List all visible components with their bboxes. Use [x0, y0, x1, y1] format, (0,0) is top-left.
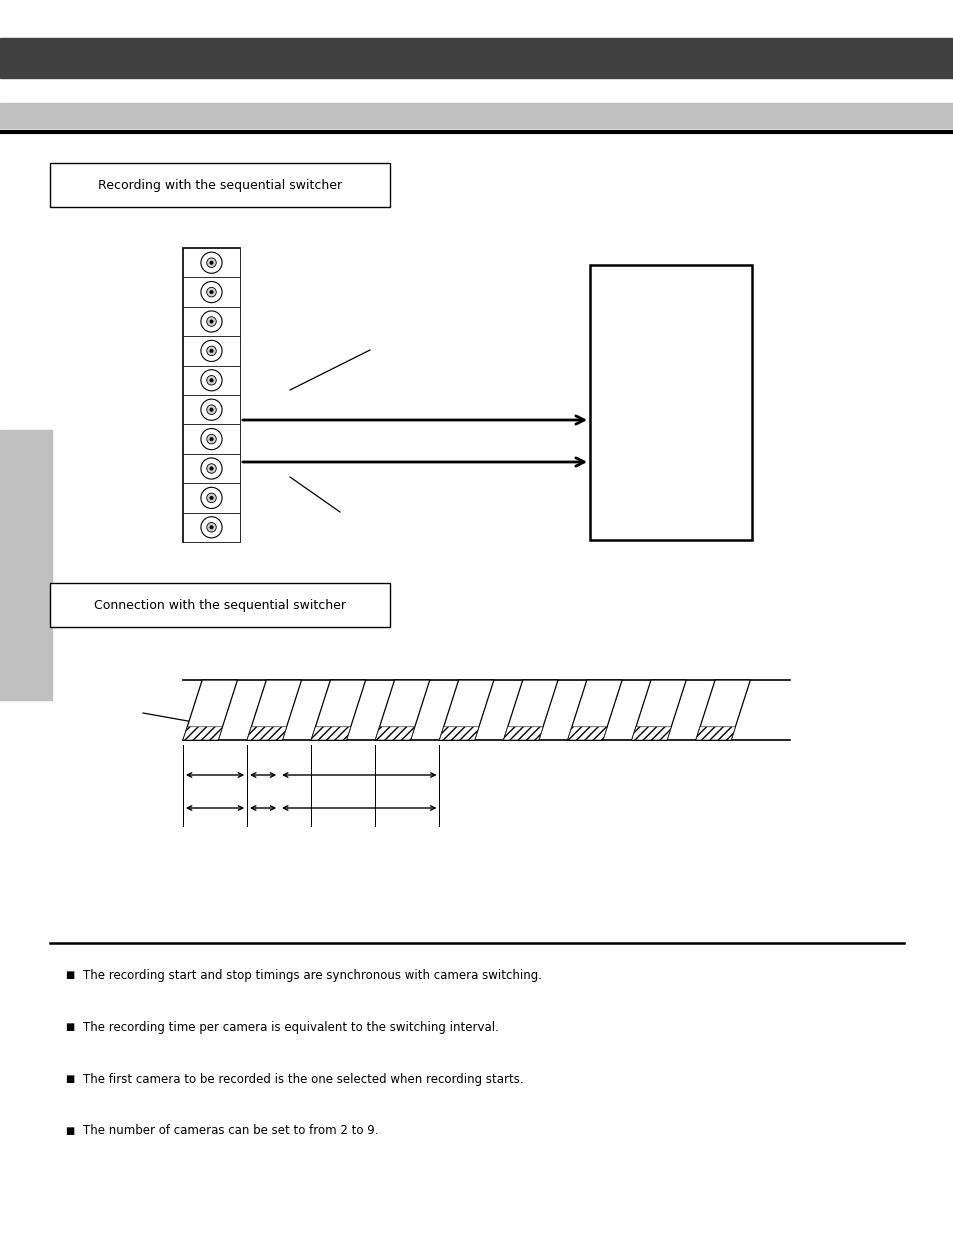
Circle shape: [207, 346, 216, 356]
Text: ■: ■: [65, 1023, 74, 1032]
Circle shape: [201, 282, 222, 303]
Bar: [183, 336, 240, 366]
Bar: [183, 278, 240, 306]
Text: The first camera to be recorded is the one selected when recording starts.: The first camera to be recorded is the o…: [83, 1072, 523, 1086]
Text: ■: ■: [65, 1074, 74, 1084]
Text: Connection with the sequential switcher: Connection with the sequential switcher: [94, 599, 346, 611]
Text: The recording start and stop timings are synchronous with camera switching.: The recording start and stop timings are…: [83, 968, 541, 982]
Circle shape: [210, 350, 213, 352]
Circle shape: [207, 258, 216, 268]
Circle shape: [201, 429, 222, 450]
Polygon shape: [503, 680, 558, 740]
Polygon shape: [247, 727, 286, 740]
Text: The recording time per camera is equivalent to the switching interval.: The recording time per camera is equival…: [83, 1020, 498, 1034]
Polygon shape: [311, 680, 365, 740]
Circle shape: [210, 467, 213, 471]
Bar: [183, 306, 240, 336]
Circle shape: [201, 341, 222, 362]
Circle shape: [210, 379, 213, 382]
Circle shape: [210, 526, 213, 529]
Polygon shape: [631, 680, 685, 740]
Circle shape: [201, 488, 222, 509]
Bar: [183, 425, 240, 453]
Circle shape: [210, 261, 213, 264]
Bar: [0, 38, 953, 78]
Bar: [50, 583, 390, 627]
Polygon shape: [567, 727, 606, 740]
Circle shape: [210, 290, 213, 294]
Polygon shape: [311, 727, 351, 740]
Circle shape: [210, 408, 213, 411]
Polygon shape: [695, 727, 735, 740]
Circle shape: [207, 375, 216, 385]
Circle shape: [201, 399, 222, 420]
Circle shape: [210, 437, 213, 441]
Polygon shape: [183, 680, 237, 740]
Circle shape: [207, 288, 216, 296]
Polygon shape: [375, 680, 430, 740]
Polygon shape: [183, 727, 222, 740]
Circle shape: [201, 369, 222, 391]
Polygon shape: [631, 727, 671, 740]
Bar: [50, 163, 390, 207]
Polygon shape: [439, 680, 494, 740]
Text: The number of cameras can be set to from 2 to 9.: The number of cameras can be set to from…: [83, 1125, 378, 1137]
Bar: [183, 395, 240, 425]
Circle shape: [207, 463, 216, 473]
Circle shape: [207, 493, 216, 503]
Bar: [183, 483, 240, 513]
Circle shape: [201, 311, 222, 332]
Bar: [183, 248, 240, 278]
Text: ■: ■: [65, 969, 74, 981]
Circle shape: [207, 316, 216, 326]
Bar: [589, 266, 751, 540]
Polygon shape: [567, 680, 621, 740]
Circle shape: [210, 496, 213, 500]
Text: ■: ■: [65, 1126, 74, 1136]
Circle shape: [201, 458, 222, 479]
Bar: [183, 513, 240, 542]
Polygon shape: [375, 727, 415, 740]
Bar: [183, 453, 240, 483]
Bar: [183, 366, 240, 395]
Polygon shape: [247, 680, 301, 740]
Bar: [183, 248, 240, 542]
Circle shape: [201, 516, 222, 538]
Circle shape: [207, 435, 216, 443]
Bar: [0, 103, 953, 128]
Polygon shape: [439, 727, 478, 740]
Circle shape: [210, 320, 213, 324]
Bar: [0, 430, 52, 700]
Circle shape: [201, 252, 222, 273]
Circle shape: [207, 405, 216, 415]
Text: Recording with the sequential switcher: Recording with the sequential switcher: [98, 179, 342, 191]
Polygon shape: [503, 727, 542, 740]
Circle shape: [207, 522, 216, 532]
Polygon shape: [695, 680, 750, 740]
